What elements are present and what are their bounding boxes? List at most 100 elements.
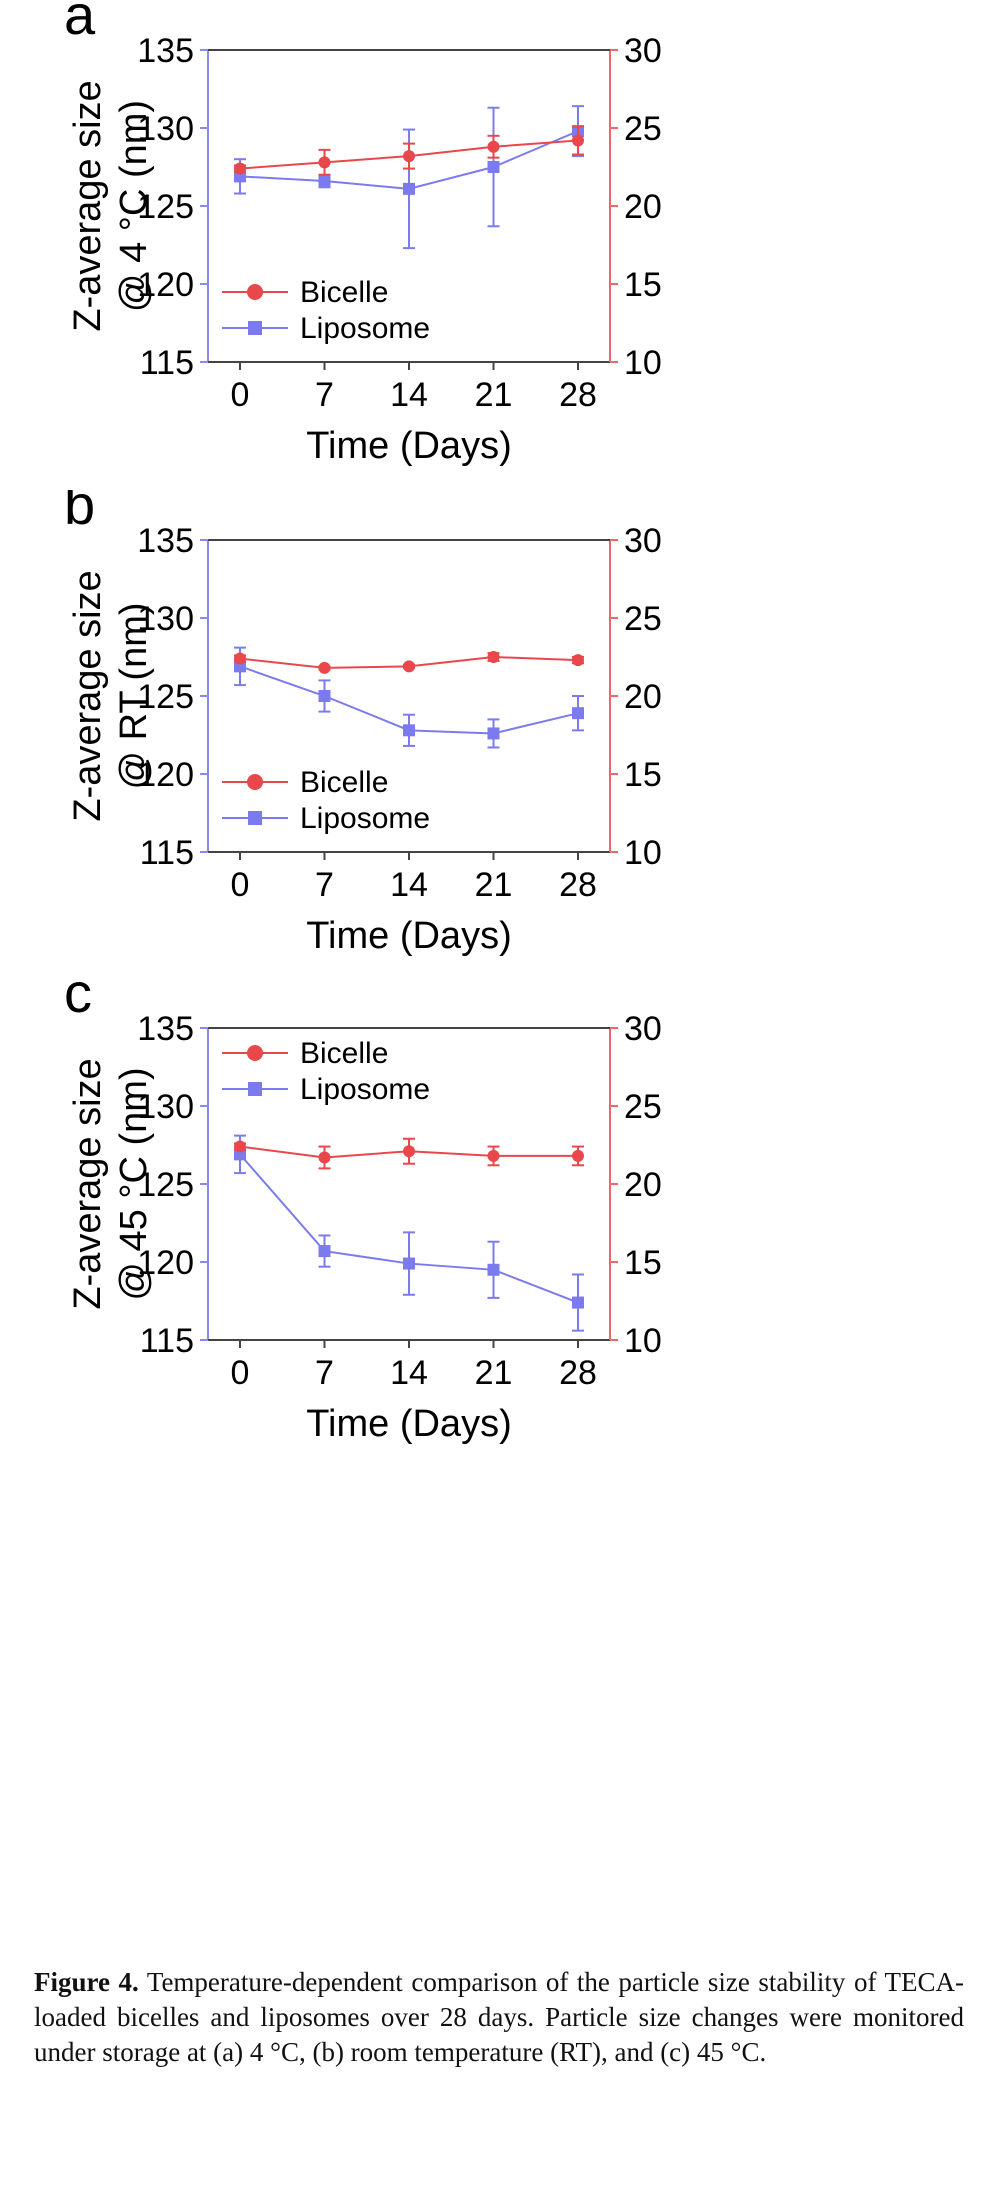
left-tick-label: 125 [137,1166,194,1204]
x-axis-title: Time (Days) [306,915,511,957]
liposome-point [487,1263,500,1276]
left-tick-label: 120 [137,266,194,304]
left-tick-label: 130 [137,1088,194,1126]
left-tick-label: 120 [137,1244,194,1282]
left-tick-label: 115 [140,1322,194,1360]
liposome-point [572,707,584,720]
x-tick-label: 14 [390,376,428,414]
x-tick-label: 28 [559,376,597,414]
right-tick-label: 15 [624,266,662,304]
figure-caption: Figure 4. Temperature-dependent comparis… [34,1965,964,2070]
liposome-point [403,1257,415,1270]
legend-label-liposome: Liposome [300,312,430,345]
x-tick-label: 28 [559,866,597,904]
y-axis-title-line-2: @ RT (nm) [113,602,155,789]
bicelle-point [318,1151,331,1164]
series-liposome [234,646,584,749]
bicelle-point [572,134,584,147]
legend-label-liposome: Liposome [300,802,430,835]
right-tick-label: 25 [624,1088,662,1126]
right-tick-label: 25 [624,600,662,638]
bicelle-point [487,1149,500,1162]
bicelle-point [403,150,415,163]
x-axis-title: Time (Days) [306,425,511,467]
left-tick-label: 130 [137,110,194,148]
x-tick-label: 21 [475,376,513,414]
legend-marker-bicelle [247,284,263,300]
liposome-point [487,161,500,173]
panel-letter: c [64,978,92,1024]
series-bicelle [234,651,584,674]
caption-text: Temperature-dependent comparison of the … [34,1967,964,2067]
left-tick-label: 125 [137,678,194,716]
liposome-point [572,1296,584,1309]
liposome-point [487,727,500,740]
x-tick-label: 7 [315,866,334,904]
right-tick-label: 10 [624,344,662,382]
right-tick-label: 20 [624,188,662,226]
right-tick-label: 30 [624,522,662,560]
left-tick-label: 135 [137,32,194,70]
right-tick-label: 30 [624,32,662,70]
panel-letter: b [64,490,95,536]
liposome-point [318,175,331,188]
panel-letter: a [64,0,96,46]
right-tick-label: 15 [624,1244,662,1282]
bicelle-point [234,652,246,665]
legend-label-liposome: Liposome [300,1073,430,1106]
series-bicelle [234,125,584,176]
legend-marker-liposome [248,1082,262,1096]
legend-marker-liposome [248,321,262,335]
x-tick-label: 7 [315,376,334,414]
bicelle-point [572,1149,584,1162]
caption-label: Figure 4. [34,1967,139,1997]
left-tick-label: 115 [140,344,194,382]
x-tick-label: 0 [231,376,250,414]
bicelle-point [318,156,331,169]
right-tick-label: 15 [624,756,662,794]
chart-panel-a: a 115 120 125 130 135 10 15 20 25 30 0 7 14 21 28 Time (… [0,0,1000,640]
liposome-point [318,690,331,702]
x-tick-label: 21 [475,866,513,904]
y-axis-title-line-1: Z-average size [67,570,109,821]
series-liposome [234,105,584,250]
left-tick-label: 130 [137,600,194,638]
chart-panel-b: b 115 120 125 130 135 10 15 20 25 30 0 7 14 21 28 Time (… [0,490,1000,1130]
bicelle-point [403,1145,415,1158]
bicelle-point [234,1140,246,1153]
legend-marker-bicelle [247,774,263,790]
liposome-point [403,182,415,195]
bicelle-point [487,651,500,663]
x-tick-label: 14 [390,866,428,904]
right-tick-label: 20 [624,1166,662,1204]
chart-svg-b: b 115 120 125 130 135 10 15 20 25 30 0 7 14 21 28 Time (… [64,490,662,957]
bicelle-point [318,661,331,674]
legend-label-bicelle: Bicelle [300,1037,388,1070]
legend-label-bicelle: Bicelle [300,766,388,799]
liposome-point [318,1245,331,1258]
chart-panel-c: c 115 120 125 130 135 10 15 20 25 30 0 7 14 21 28 Time (… [0,978,1000,1618]
right-tick-label: 25 [624,110,662,148]
y-axis-title-line-1: Z-average size [67,1058,109,1309]
left-tick-label: 135 [137,1010,194,1048]
x-tick-label: 0 [231,866,250,904]
chart-svg-a: a 115 120 125 130 135 10 15 20 25 30 0 7 14 21 28 Time (… [64,0,662,467]
y-axis-title-line-2: @ 4 °C (nm) [113,100,155,312]
y-axis-title-line-1: Z-average size [67,80,109,331]
bicelle-point [403,660,415,673]
series-liposome [234,1134,584,1332]
left-tick-label: 135 [137,522,194,560]
bicelle-point [572,654,584,667]
right-tick-label: 30 [624,1010,662,1048]
x-axis-title: Time (Days) [306,1403,511,1445]
legend-marker-bicelle [247,1045,263,1061]
left-tick-label: 125 [137,188,194,226]
x-tick-label: 7 [315,1354,334,1392]
legend-marker-liposome [248,811,262,825]
right-tick-label: 10 [624,834,662,872]
bicelle-point [487,140,500,153]
left-tick-label: 115 [140,834,194,872]
series-bicelle [234,1137,584,1170]
legend-label-bicelle: Bicelle [300,276,388,309]
x-tick-label: 0 [231,1354,250,1392]
